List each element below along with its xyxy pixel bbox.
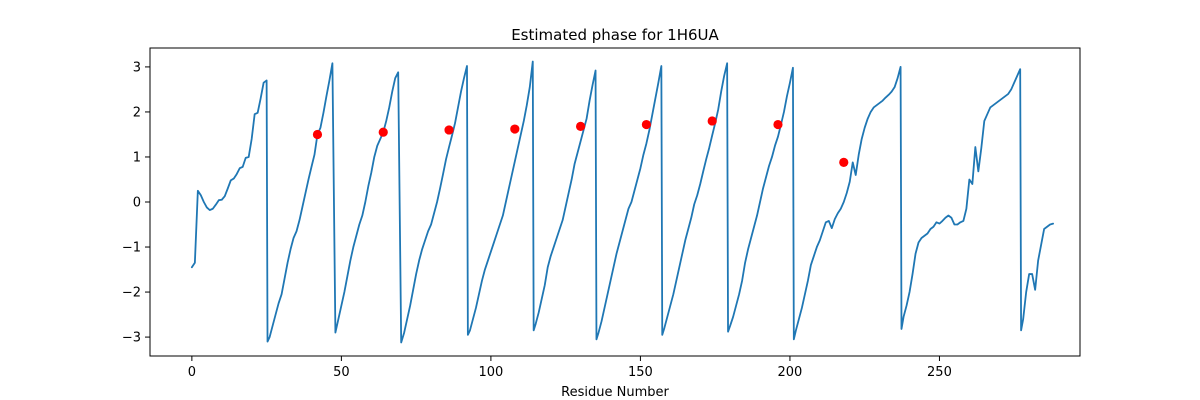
- y-tick-label: −1: [122, 241, 141, 256]
- y-tick-label: −2: [122, 286, 141, 301]
- x-tick-label: 250: [927, 365, 952, 380]
- x-tick-label: 0: [188, 365, 196, 380]
- series-layer: [190, 60, 1054, 344]
- y-axis: −3 −2 −1 0 1 2 3: [122, 60, 150, 346]
- plot-area: 0 50 100 150 200 250 −3 −2 −1 0 1 2 3: [122, 47, 1081, 380]
- plot-frame: [149, 47, 1081, 357]
- y-tick-label: 1: [133, 150, 141, 165]
- x-tick-label: 150: [628, 365, 653, 380]
- red-marker-5: [641, 119, 651, 130]
- red-marker-0: [312, 129, 323, 140]
- y-tick-label: 3: [133, 60, 141, 75]
- x-tick-label: 100: [478, 365, 503, 380]
- y-tick-label: −3: [122, 331, 141, 346]
- x-tick-label: 200: [778, 365, 803, 380]
- red-marker-4: [576, 121, 586, 131]
- red-marker-8: [839, 157, 849, 167]
- red-marker-7: [773, 119, 783, 130]
- x-axis: 0 50 100 150 200 250: [188, 356, 952, 380]
- red-marker-3: [510, 124, 520, 134]
- x-tick-label: 50: [333, 365, 350, 380]
- red-marker-2: [444, 125, 454, 135]
- phase-series-line-0: [190, 60, 1054, 344]
- red-marker-6: [707, 116, 717, 126]
- red-marker-1: [378, 127, 388, 137]
- chart-title: Estimated phase for 1H6UA: [511, 26, 719, 44]
- y-tick-label: 2: [133, 105, 141, 120]
- y-tick-label: 0: [133, 196, 141, 211]
- x-axis-label: Residue Number: [561, 385, 669, 400]
